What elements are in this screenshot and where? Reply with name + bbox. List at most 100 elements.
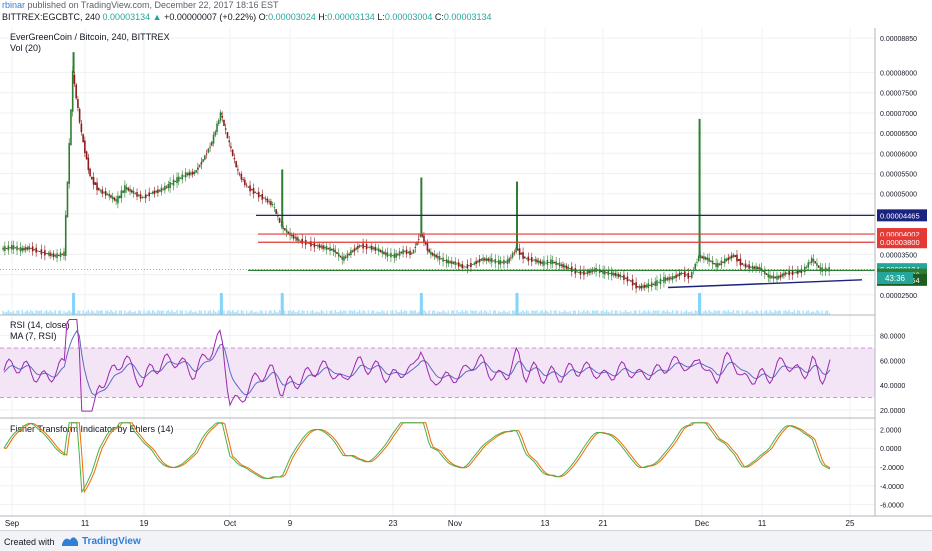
volume-bar xyxy=(273,310,276,315)
volume-bar xyxy=(51,311,53,315)
volume-bar xyxy=(611,310,613,315)
volume-bar xyxy=(811,311,813,315)
volume-bar xyxy=(553,310,556,315)
open-label: O: xyxy=(258,12,269,22)
candle-body xyxy=(590,269,592,273)
candle-body xyxy=(369,246,371,248)
chart-canvas[interactable]: EverGreenCoin / Bitcoin, 240, BITTREX Vo… xyxy=(0,28,932,530)
candle-body xyxy=(536,259,538,263)
candle-body xyxy=(202,159,204,163)
volume-bar xyxy=(259,310,262,315)
volume-bar xyxy=(541,310,543,315)
countdown-badge xyxy=(877,272,913,284)
volume-bar xyxy=(238,313,241,315)
volume-bar xyxy=(252,312,255,315)
volume-bar xyxy=(652,310,655,315)
main-pane[interactable]: EverGreenCoin / Bitcoin, 240, BITTREX Vo… xyxy=(0,32,875,315)
candle-body xyxy=(819,267,822,270)
author-name[interactable]: rbinar xyxy=(2,0,26,10)
volume-bar xyxy=(482,312,484,315)
horizontal-lines[interactable] xyxy=(0,214,875,272)
candle-body xyxy=(176,177,178,184)
candle-body xyxy=(497,260,500,265)
price-tick: 0.00007000 xyxy=(880,111,917,118)
volume-bar xyxy=(520,311,523,315)
volume-bar xyxy=(122,313,124,315)
candle-body xyxy=(546,259,549,265)
volume-bar xyxy=(743,312,745,315)
candle-body xyxy=(475,261,477,265)
candle-body xyxy=(647,283,650,289)
candle-body xyxy=(609,273,611,274)
candle-body xyxy=(247,186,250,188)
candle-body xyxy=(477,260,479,263)
volume-bar xyxy=(132,312,135,315)
candle-body xyxy=(444,260,446,261)
candle-body xyxy=(24,247,27,251)
candle-body xyxy=(668,276,670,281)
trend-line[interactable] xyxy=(667,279,863,289)
volume-bar xyxy=(767,312,769,315)
grid xyxy=(0,28,875,516)
rsi-tick: 80.0000 xyxy=(880,334,905,341)
candle-body xyxy=(197,167,199,170)
price-label-text: 0.00003800 xyxy=(880,238,920,247)
volume-bar xyxy=(110,310,112,315)
volume-bar xyxy=(167,310,170,315)
volume-bar xyxy=(612,313,615,315)
volume-bar xyxy=(136,313,138,315)
volume-bar xyxy=(216,312,218,315)
rsi-tick: 40.0000 xyxy=(880,383,905,390)
candle-body xyxy=(619,274,622,278)
candle-body xyxy=(506,259,509,264)
volume-bar xyxy=(188,311,190,315)
candle-body xyxy=(729,256,731,259)
price-label-text: 0.00004002 xyxy=(880,230,920,239)
volume-bar xyxy=(518,312,521,315)
volume-bar xyxy=(115,310,117,315)
candle-body xyxy=(675,274,677,278)
volume-bar xyxy=(426,313,429,315)
volume-bar xyxy=(145,313,147,315)
volume-bar xyxy=(760,310,763,315)
time-tick: Dec xyxy=(695,519,709,528)
time-axis[interactable]: Sep 11 19 Oct 9 23 Nov 13 21 Dec 11 25 xyxy=(5,519,855,528)
volume-bar xyxy=(285,313,288,315)
rsi-pane[interactable]: RSI (14, close) MA (7, RSI) xyxy=(0,319,875,412)
volume-bar xyxy=(600,311,603,315)
candle-body xyxy=(26,247,29,250)
volume-bar xyxy=(609,312,611,315)
candle-body xyxy=(200,162,203,165)
volume-bar xyxy=(508,310,510,315)
candle-body xyxy=(586,271,589,275)
volume-bar xyxy=(99,310,102,315)
volume-bar xyxy=(358,310,361,315)
volume-bar xyxy=(275,311,277,315)
candle-body xyxy=(216,123,218,133)
candle-body xyxy=(391,255,394,257)
volume-bar xyxy=(452,310,455,315)
candle-body xyxy=(207,148,210,153)
volume-bar xyxy=(491,313,493,315)
volume-bar xyxy=(567,312,569,315)
volume-bar xyxy=(407,313,410,315)
candle-body xyxy=(730,255,733,258)
volume-bar xyxy=(557,313,559,315)
candle-body xyxy=(717,262,719,268)
candle-body xyxy=(158,190,161,192)
fisher-pane[interactable]: Fisher Transform Indicator by Ehlers (14… xyxy=(3,422,831,494)
volume-bar xyxy=(470,310,472,315)
candle-body xyxy=(503,259,505,265)
candle-body xyxy=(68,142,71,184)
brand-name[interactable]: TradingView xyxy=(82,536,141,547)
candle-body xyxy=(398,251,401,256)
volume-bar xyxy=(717,310,719,315)
volume-bar xyxy=(251,310,253,315)
volume-bar xyxy=(678,313,681,315)
candle-body xyxy=(395,253,397,258)
tradingview-logo-icon[interactable] xyxy=(60,534,80,548)
volume-bar xyxy=(404,310,406,315)
volume-bar xyxy=(178,313,180,315)
candle-body xyxy=(362,243,364,249)
candle-body xyxy=(71,70,74,112)
